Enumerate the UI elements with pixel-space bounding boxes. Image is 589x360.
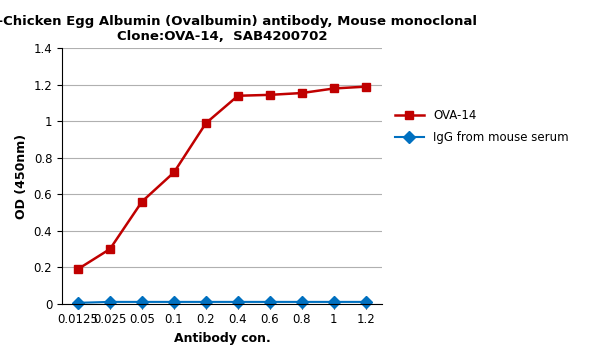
Line: OVA-14: OVA-14 [74,82,370,273]
OVA-14 [299,91,306,95]
IgG from mouse serum [266,300,273,304]
OVA-14 [138,199,145,204]
OVA-14 [170,170,177,175]
IgG from mouse serum [107,300,114,304]
IgG from mouse serum [203,300,210,304]
IgG from mouse serum [138,300,145,304]
Y-axis label: OD (450nm): OD (450nm) [15,134,28,219]
Legend: OVA-14, IgG from mouse serum: OVA-14, IgG from mouse serum [391,105,573,148]
IgG from mouse serum [170,300,177,304]
OVA-14 [74,267,81,271]
OVA-14 [362,85,369,89]
IgG from mouse serum [362,300,369,304]
OVA-14 [330,86,337,91]
IgG from mouse serum [234,300,241,304]
OVA-14 [234,94,241,98]
OVA-14 [107,247,114,251]
X-axis label: Antibody con.: Antibody con. [174,332,270,345]
Line: IgG from mouse serum: IgG from mouse serum [74,298,370,307]
IgG from mouse serum [330,300,337,304]
IgG from mouse serum [299,300,306,304]
Title: Anti-Chicken Egg Albumin (Ovalbumin) antibody, Mouse monoclonal
Clone:OVA-14,  S: Anti-Chicken Egg Albumin (Ovalbumin) ant… [0,15,477,43]
OVA-14 [203,121,210,125]
IgG from mouse serum [74,301,81,305]
OVA-14 [266,93,273,97]
